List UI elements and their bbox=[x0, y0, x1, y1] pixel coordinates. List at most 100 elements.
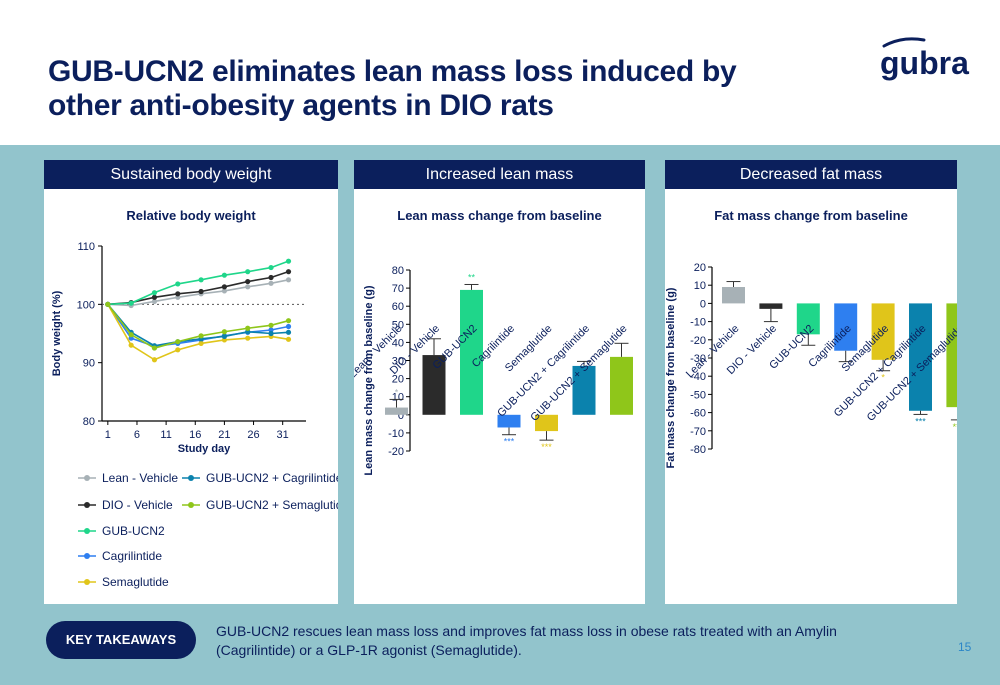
legend-swatch-marker bbox=[188, 475, 194, 481]
y-tick-label: 10 bbox=[392, 392, 404, 404]
data-point bbox=[105, 301, 111, 307]
significance-label: * bbox=[881, 373, 885, 383]
legend-swatch-marker bbox=[84, 502, 90, 508]
lean-mass-chart: -20 -10 0 10 20 30 40 50 60 70 80 Lean mass change … bbox=[354, 265, 633, 476]
data-point bbox=[268, 264, 274, 271]
series-line bbox=[107, 260, 289, 306]
legend-swatch-marker bbox=[84, 475, 90, 481]
bar bbox=[946, 303, 957, 408]
series-line bbox=[107, 303, 289, 349]
data-point bbox=[128, 332, 134, 338]
chart-title-body-weight: Relative body weight bbox=[126, 208, 256, 223]
data-point bbox=[268, 280, 274, 286]
bar bbox=[497, 414, 521, 428]
significance-label: *** bbox=[915, 416, 926, 426]
y-tick-label: 0 bbox=[398, 410, 404, 422]
data-point bbox=[268, 330, 274, 337]
y-tick-label: -50 bbox=[690, 389, 706, 401]
x-tick-label: 1 bbox=[105, 429, 111, 441]
x-tick-label: 6 bbox=[134, 429, 140, 441]
data-point bbox=[285, 277, 292, 283]
data-point bbox=[245, 278, 251, 285]
y-tick-label: 20 bbox=[694, 262, 706, 274]
legend-label: Semaglutide bbox=[102, 575, 169, 589]
fat-mass-panel: Decreased fat mass Fat mass change from … bbox=[665, 160, 957, 604]
bar-plot-group: -80 -70 -60 -50 -40 -30 -20 -10 0 10 20 Fat mass ch… bbox=[665, 262, 957, 468]
data-point bbox=[245, 325, 251, 331]
bar bbox=[722, 287, 745, 304]
data-point bbox=[285, 336, 292, 342]
body-weight-panel: Sustained body weight Relative body weig… bbox=[44, 160, 338, 604]
y-axis-label: Body weight (%) bbox=[51, 290, 63, 376]
data-point bbox=[285, 323, 292, 330]
y-tick-label: -40 bbox=[690, 371, 706, 383]
y-tick-label: 60 bbox=[392, 301, 404, 313]
y-tick-label: 90 bbox=[83, 358, 95, 370]
data-point bbox=[128, 300, 134, 306]
legend-label: Lean - Vehicle bbox=[102, 471, 178, 485]
bar bbox=[834, 303, 858, 351]
y-tick-label: 80 bbox=[392, 265, 404, 277]
data-point bbox=[198, 277, 204, 283]
data-point bbox=[151, 294, 158, 300]
legend-label: Cagrilintide bbox=[102, 549, 162, 563]
data-point bbox=[151, 357, 158, 363]
y-tick-label: -20 bbox=[388, 446, 404, 458]
y-tick-label: 100 bbox=[77, 299, 95, 311]
legend-label: GUB-UCN2 + Semaglutide bbox=[206, 498, 338, 512]
x-tick-label: 16 bbox=[189, 429, 201, 441]
y-tick-label: 0 bbox=[700, 298, 706, 310]
bar bbox=[796, 303, 820, 335]
chart-title-fat-mass: Fat mass change from baseline bbox=[714, 208, 908, 223]
slide-title: GUB-UCN2 eliminates lean mass loss induc… bbox=[48, 55, 737, 122]
bar bbox=[759, 303, 783, 309]
series-line bbox=[107, 303, 289, 348]
data-point bbox=[221, 284, 227, 290]
bar-plot-group: -20 -10 0 10 20 30 40 50 60 70 80 Lean mass change … bbox=[354, 265, 633, 476]
bar bbox=[610, 356, 633, 415]
bar bbox=[422, 355, 446, 415]
slide-header: GUB-UCN2 eliminates lean mass loss induc… bbox=[0, 0, 1000, 145]
bar bbox=[572, 365, 596, 415]
y-tick-label: 70 bbox=[392, 283, 404, 295]
y-tick-label: -10 bbox=[690, 317, 706, 329]
data-point bbox=[198, 288, 204, 295]
bar bbox=[460, 289, 483, 415]
series-line bbox=[107, 270, 289, 306]
key-takeaways-badge: KEY TAKEAWAYS bbox=[46, 621, 196, 659]
x-tick-label: 21 bbox=[218, 429, 230, 441]
y-tick-label: 10 bbox=[694, 280, 706, 292]
significance-label: *** bbox=[953, 422, 957, 432]
y-tick-label: 50 bbox=[392, 319, 404, 331]
y-tick-label: -80 bbox=[690, 444, 706, 456]
data-point bbox=[245, 269, 251, 275]
data-point bbox=[285, 318, 292, 324]
bar bbox=[871, 303, 895, 360]
data-point bbox=[221, 272, 227, 278]
x-tick-label: 11 bbox=[160, 429, 171, 441]
y-tick-label: 40 bbox=[392, 337, 404, 349]
y-tick-label: -10 bbox=[388, 428, 404, 440]
data-point bbox=[285, 329, 292, 335]
chart-title-lean-mass: Lean mass change from baseline bbox=[397, 208, 602, 223]
significance-label: *** bbox=[541, 442, 552, 452]
data-point bbox=[221, 288, 227, 294]
significance-label: *** bbox=[504, 437, 515, 447]
panel-header-body-weight: Sustained body weight bbox=[44, 160, 338, 189]
y-tick-label: 110 bbox=[77, 241, 95, 253]
fat-mass-chart: -80 -70 -60 -50 -40 -30 -20 -10 0 10 20 Fat mass ch… bbox=[665, 262, 957, 468]
bar bbox=[385, 407, 408, 415]
key-takeaways-text: GUB-UCN2 rescues lean mass loss and impr… bbox=[216, 623, 837, 658]
x-axis-label: Study day bbox=[178, 443, 231, 455]
y-tick-label: 80 bbox=[83, 416, 95, 428]
legend-label: GUB-UCN2 + Cagrilintide bbox=[206, 471, 338, 485]
legend-label: DIO - Vehicle bbox=[102, 498, 173, 512]
data-point bbox=[245, 284, 251, 290]
y-tick-label: -20 bbox=[690, 335, 706, 347]
data-point bbox=[175, 281, 181, 287]
data-point bbox=[151, 290, 158, 296]
data-point bbox=[175, 347, 181, 353]
data-point bbox=[285, 258, 292, 264]
data-point bbox=[151, 298, 158, 305]
